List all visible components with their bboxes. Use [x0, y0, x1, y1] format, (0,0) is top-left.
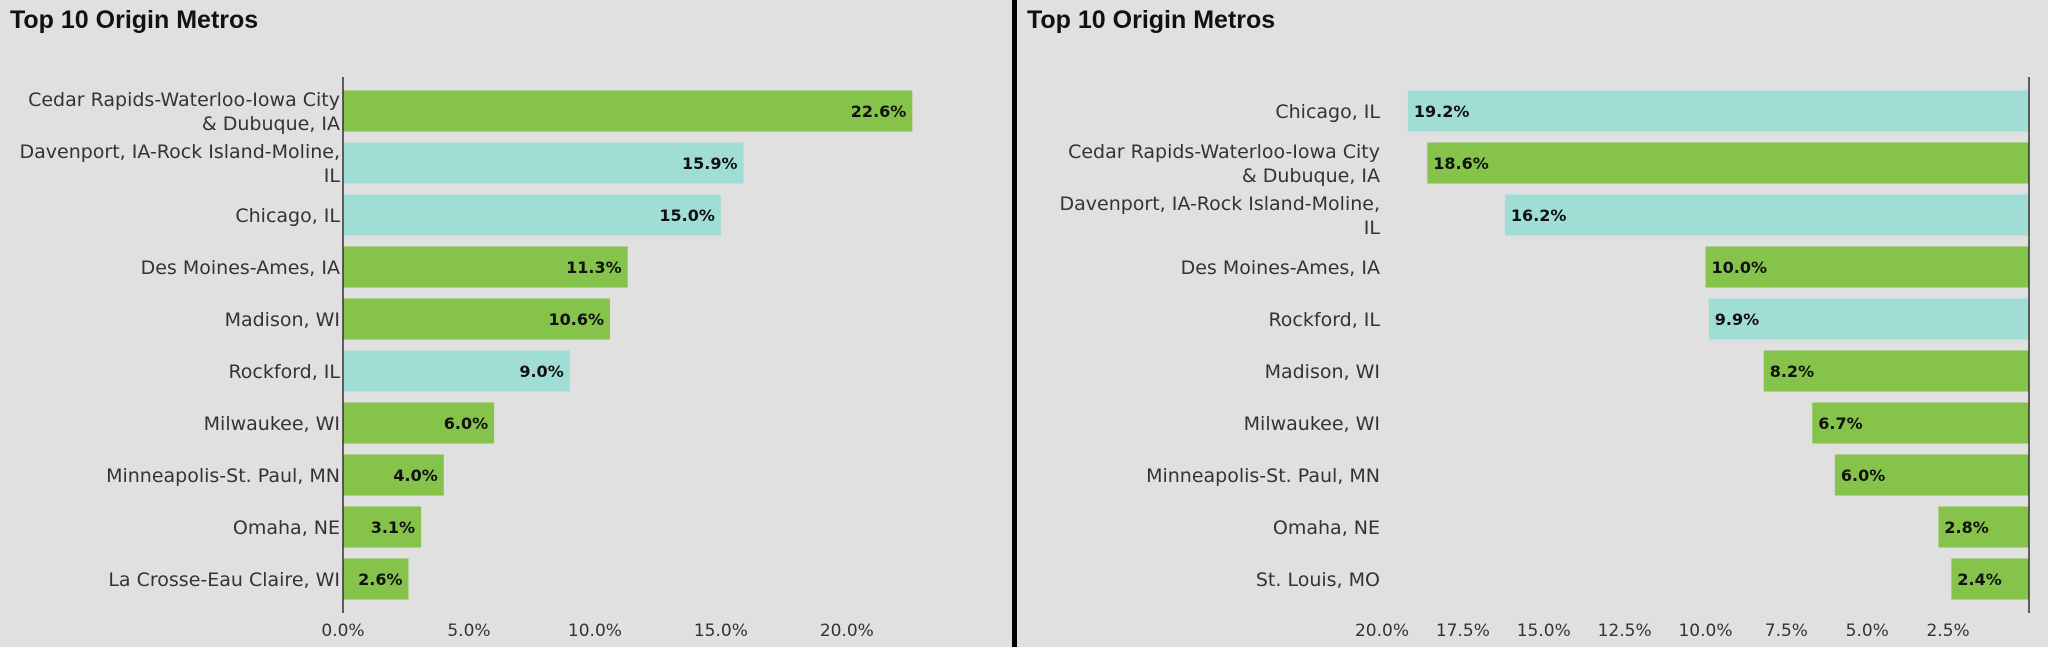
value-label: 11.3% [566, 258, 622, 277]
category-label: St. Louis, MO [1256, 569, 1380, 591]
value-label: 10.0% [1712, 258, 1768, 277]
bar[interactable] [1812, 402, 2029, 444]
value-label: 10.6% [549, 310, 605, 329]
tick-label: 20.0% [1355, 621, 1409, 641]
origin-metros-chart-left: 22.6% Cedar Rapids-Waterloo-Iowa City & Du… [19, 77, 913, 641]
category-label: Cedar Rapids-Waterloo-Iowa City & Dubuque… [28, 89, 340, 135]
bar[interactable] [343, 90, 913, 132]
chart-panel-left: Top 10 Origin Metros 22.6% Cedar Rapids-W… [0, 0, 1012, 647]
tick-label: 20.0% [820, 621, 874, 641]
category-label: Omaha, NE [233, 517, 340, 539]
value-label: 6.0% [1841, 466, 1885, 485]
tick-label: 17.5% [1436, 621, 1490, 641]
bar[interactable] [1407, 90, 2029, 132]
category-label: Des Moines-Ames, IA [1181, 257, 1380, 279]
category-label: Chicago, IL [1275, 101, 1380, 123]
value-label: 15.0% [659, 206, 715, 225]
value-label: 2.4% [1957, 570, 2001, 589]
bar[interactable] [343, 454, 444, 496]
category-label: Milwaukee, WI [1244, 413, 1380, 435]
category-label: Des Moines-Ames, IA [141, 257, 340, 279]
value-label: 9.9% [1715, 310, 1759, 329]
tick-label: 2.5% [1927, 621, 1970, 641]
bar[interactable] [1504, 194, 2029, 236]
bar[interactable] [1427, 142, 2029, 184]
category-label: Milwaukee, WI [204, 413, 340, 435]
value-label: 2.8% [1944, 518, 1988, 537]
category-label: La Crosse-Eau Claire, WI [108, 569, 340, 591]
chart-title: Top 10 Origin Metros [10, 6, 259, 34]
value-label: 6.7% [1818, 414, 1862, 433]
bar[interactable] [343, 506, 422, 548]
category-label: Cedar Rapids-Waterloo-Iowa City & Dubuque… [1068, 141, 1380, 187]
tick-label: 15.0% [1517, 621, 1571, 641]
category-label: Omaha, NE [1273, 517, 1380, 539]
value-label: 19.2% [1414, 102, 1470, 121]
bar[interactable] [343, 194, 721, 236]
value-label: 9.0% [519, 362, 563, 381]
bar[interactable] [1938, 506, 2029, 548]
value-label: 3.1% [371, 518, 415, 537]
bar[interactable] [1763, 350, 2029, 392]
value-label: 16.2% [1511, 206, 1567, 225]
value-label: 6.0% [444, 414, 488, 433]
bar[interactable] [343, 142, 744, 184]
category-label: Madison, WI [1265, 361, 1380, 383]
tick-label: 10.0% [1678, 621, 1732, 641]
bar[interactable] [343, 558, 409, 600]
bar[interactable] [1705, 246, 2030, 288]
value-label: 22.6% [851, 102, 907, 121]
bar[interactable] [343, 246, 628, 288]
category-label: Rockford, IL [228, 361, 340, 383]
tick-label: 7.5% [1765, 621, 1808, 641]
value-label: 8.2% [1770, 362, 1814, 381]
tick-label: 0.0% [321, 621, 364, 641]
bar[interactable] [343, 350, 570, 392]
tick-label: 5.0% [447, 621, 490, 641]
category-label: Chicago, IL [235, 205, 340, 227]
category-label: Davenport, IA-Rock Island-Moline, IL [1059, 193, 1380, 239]
tick-label: 15.0% [694, 621, 748, 641]
chart-panel-right: Top 10 Origin Metros 19.2% Chicago, IL 18.… [1017, 0, 2048, 647]
bar[interactable] [343, 402, 495, 444]
bar[interactable] [343, 298, 611, 340]
bar[interactable] [1708, 298, 2029, 340]
category-label: Minneapolis-St. Paul, MN [1146, 465, 1380, 487]
panel-divider [1012, 0, 1017, 647]
category-label: Davenport, IA-Rock Island-Moline, IL [19, 141, 340, 187]
value-label: 18.6% [1433, 154, 1489, 173]
category-label: Minneapolis-St. Paul, MN [106, 465, 340, 487]
tick-label: 5.0% [1846, 621, 1889, 641]
origin-metros-chart-right: 19.2% Chicago, IL 18.6% Cedar Rapids-Waterl… [1059, 77, 2030, 641]
category-label: Madison, WI [225, 309, 340, 331]
value-label: 2.6% [358, 570, 402, 589]
category-label: Rockford, IL [1268, 309, 1380, 331]
value-label: 4.0% [393, 466, 437, 485]
value-label: 15.9% [682, 154, 738, 173]
tick-label: 12.5% [1598, 621, 1652, 641]
tick-label: 10.0% [568, 621, 622, 641]
bar[interactable] [1951, 558, 2029, 600]
bar[interactable] [1834, 454, 2029, 496]
chart-title: Top 10 Origin Metros [1027, 6, 1276, 34]
